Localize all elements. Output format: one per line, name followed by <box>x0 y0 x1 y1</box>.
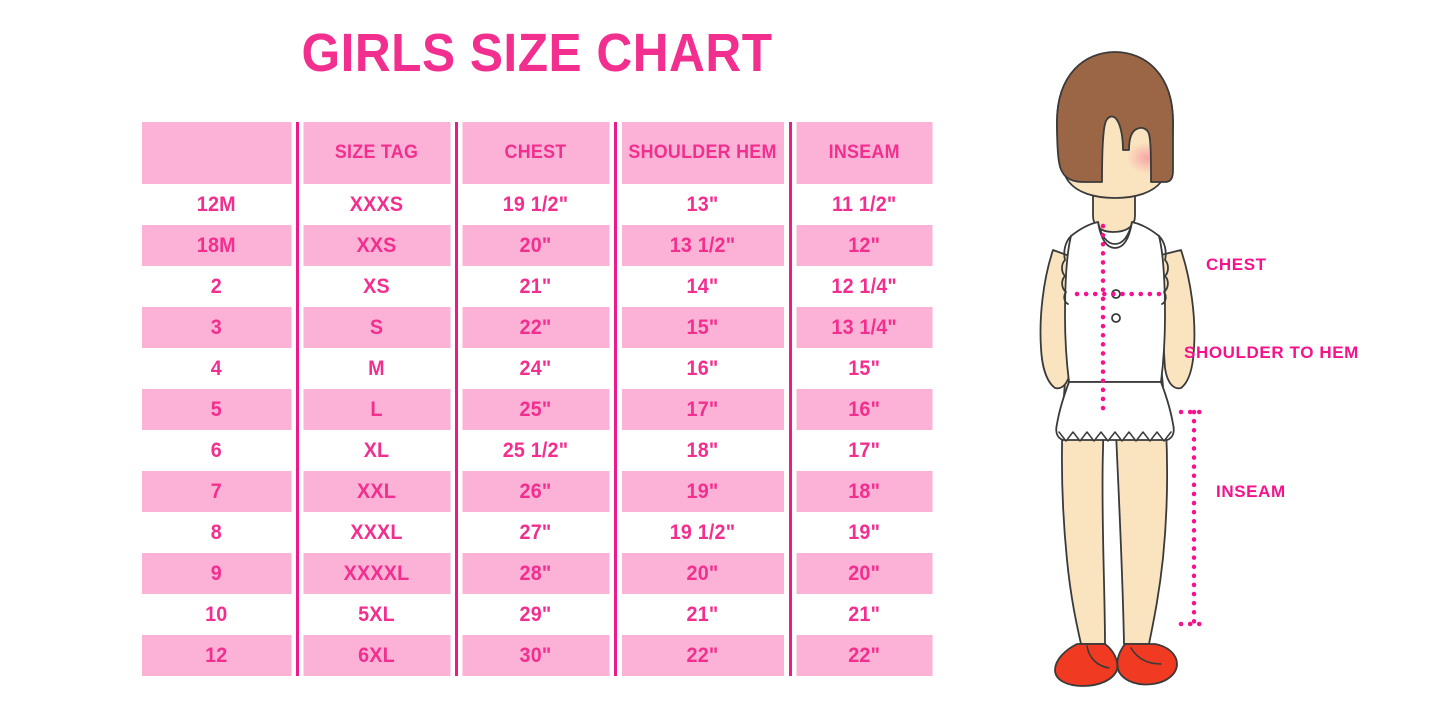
table-row: 3 S 22" 15" 13 1/4" <box>137 307 937 348</box>
measurement-label-shoulder-to-hem: SHOULDER TO HEM <box>1184 343 1359 362</box>
bloomers <box>1055 381 1175 441</box>
page-title: GIRLS SIZE CHART <box>301 23 773 83</box>
right-shoe <box>1116 643 1178 686</box>
cell-size: 9 <box>141 553 293 594</box>
column-header-size <box>141 122 293 184</box>
cell-inseam: 13 1/4" <box>793 307 933 348</box>
cell-shoulder-hem: 22" <box>618 635 785 676</box>
cell-size: 8 <box>141 512 293 553</box>
cell-size-tag: L <box>300 389 452 430</box>
column-header-shoulder-hem: SHOULDER HEM <box>618 122 785 184</box>
girl-figure-icon <box>1039 51 1208 687</box>
cell-chest: 28" <box>459 553 611 594</box>
cell-shoulder-hem: 13" <box>618 184 785 225</box>
blouse <box>1064 221 1166 383</box>
cell-shoulder-hem: 13 1/2" <box>618 225 785 266</box>
cell-shoulder-hem: 19" <box>618 471 785 512</box>
cell-chest: 19 1/2" <box>459 184 611 225</box>
table-row: 18M XXS 20" 13 1/2" 12" <box>137 225 937 266</box>
cell-size-tag: S <box>300 307 452 348</box>
cell-size-tag: XS <box>300 266 452 307</box>
girl-illustration <box>985 30 1235 690</box>
cell-chest: 25 1/2" <box>459 430 611 471</box>
cell-size-tag: M <box>300 348 452 389</box>
cell-chest: 24" <box>459 348 611 389</box>
cell-size: 7 <box>141 471 293 512</box>
cell-size-tag: XXXS <box>300 184 452 225</box>
cell-chest: 27" <box>459 512 611 553</box>
left-shoulder-ruffle <box>1061 235 1072 305</box>
right-shoulder-ruffle <box>1158 235 1169 305</box>
cell-inseam: 20" <box>793 553 933 594</box>
table-row: 7 XXL 26" 19" 18" <box>137 471 937 512</box>
cell-size: 12M <box>141 184 293 225</box>
table-row: 12M XXXS 19 1/2" 13" 11 1/2" <box>137 184 937 225</box>
cell-inseam: 21" <box>793 594 933 635</box>
table-row: 6 XL 25 1/2" 18" 17" <box>137 430 937 471</box>
table-header-row: SIZE TAG CHEST SHOULDER HEM INSEAM <box>137 122 937 184</box>
cell-size: 12 <box>141 635 293 676</box>
cell-size: 3 <box>141 307 293 348</box>
table-row: 8 XXXL 27" 19 1/2" 19" <box>137 512 937 553</box>
cell-size: 18M <box>141 225 293 266</box>
right-shoe-strap <box>1130 647 1162 665</box>
cell-size: 10 <box>141 594 293 635</box>
table-row: 12 6XL 30" 22" 22" <box>137 635 937 676</box>
cell-chest: 20" <box>459 225 611 266</box>
table-row: 10 5XL 29" 21" 21" <box>137 594 937 635</box>
cell-inseam: 19" <box>793 512 933 553</box>
cell-chest: 21" <box>459 266 611 307</box>
table-row: 2 XS 21" 14" 12 1/4" <box>137 266 937 307</box>
cell-size-tag: XL <box>300 430 452 471</box>
cell-inseam: 18" <box>793 471 933 512</box>
cell-inseam: 11 1/2" <box>793 184 933 225</box>
left-shoe <box>1054 643 1119 687</box>
cell-shoulder-hem: 17" <box>618 389 785 430</box>
button-bottom <box>1111 313 1121 323</box>
column-header-inseam: INSEAM <box>793 122 933 184</box>
table-row: 4 M 24" 16" 15" <box>137 348 937 389</box>
table-body: 12M XXXS 19 1/2" 13" 11 1/2" 18M XXS 20"… <box>137 184 937 676</box>
cell-shoulder-hem: 15" <box>618 307 785 348</box>
table-row: 5 L 25" 17" 16" <box>137 389 937 430</box>
cell-size: 5 <box>141 389 293 430</box>
cell-size-tag: 6XL <box>300 635 452 676</box>
size-chart-table: SIZE TAG CHEST SHOULDER HEM INSEAM 12M X… <box>137 122 937 676</box>
hair <box>1056 51 1174 183</box>
cell-chest: 26" <box>459 471 611 512</box>
cell-size-tag: 5XL <box>300 594 452 635</box>
cell-shoulder-hem: 16" <box>618 348 785 389</box>
cell-size-tag: XXXL <box>300 512 452 553</box>
cell-inseam: 15" <box>793 348 933 389</box>
table-row: 9 XXXXL 28" 20" 20" <box>137 553 937 594</box>
cell-inseam: 22" <box>793 635 933 676</box>
cell-shoulder-hem: 21" <box>618 594 785 635</box>
cell-size-tag: XXXXL <box>300 553 452 594</box>
cell-inseam: 12 1/4" <box>793 266 933 307</box>
table-header: SIZE TAG CHEST SHOULDER HEM INSEAM <box>137 122 937 184</box>
bloomers-scallop-hem <box>1058 431 1172 442</box>
cell-size: 2 <box>141 266 293 307</box>
column-header-size-tag: SIZE TAG <box>300 122 452 184</box>
cell-chest: 30" <box>459 635 611 676</box>
cell-chest: 22" <box>459 307 611 348</box>
cell-size-tag: XXS <box>300 225 452 266</box>
cell-size-tag: XXL <box>300 471 452 512</box>
cell-inseam: 12" <box>793 225 933 266</box>
cell-size: 6 <box>141 430 293 471</box>
left-shoe-strap <box>1086 645 1110 669</box>
column-header-chest: CHEST <box>459 122 611 184</box>
cell-chest: 29" <box>459 594 611 635</box>
cell-inseam: 16" <box>793 389 933 430</box>
measurement-label-chest: CHEST <box>1206 255 1267 274</box>
cell-shoulder-hem: 20" <box>618 553 785 594</box>
measurement-label-inseam: INSEAM <box>1216 482 1286 501</box>
cell-size: 4 <box>141 348 293 389</box>
cell-shoulder-hem: 19 1/2" <box>618 512 785 553</box>
cell-inseam: 17" <box>793 430 933 471</box>
cell-shoulder-hem: 18" <box>618 430 785 471</box>
cell-chest: 25" <box>459 389 611 430</box>
cell-shoulder-hem: 14" <box>618 266 785 307</box>
